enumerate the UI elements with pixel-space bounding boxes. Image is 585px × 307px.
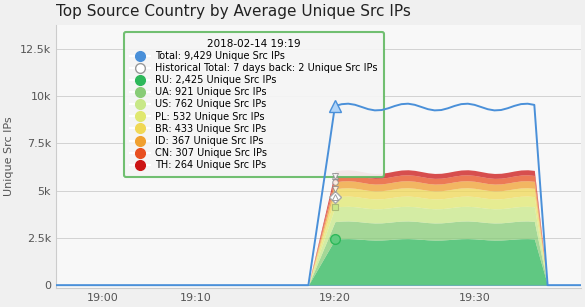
Text: Top Source Country by Average Unique Src IPs: Top Source Country by Average Unique Src… bbox=[56, 4, 411, 19]
Legend: Total: 9,429 Unique Src IPs, Historical Total: 7 days back: 2 Unique Src IPs, RU: Total: 9,429 Unique Src IPs, Historical … bbox=[123, 32, 384, 177]
Y-axis label: Unique Src IPs: Unique Src IPs bbox=[4, 116, 14, 196]
